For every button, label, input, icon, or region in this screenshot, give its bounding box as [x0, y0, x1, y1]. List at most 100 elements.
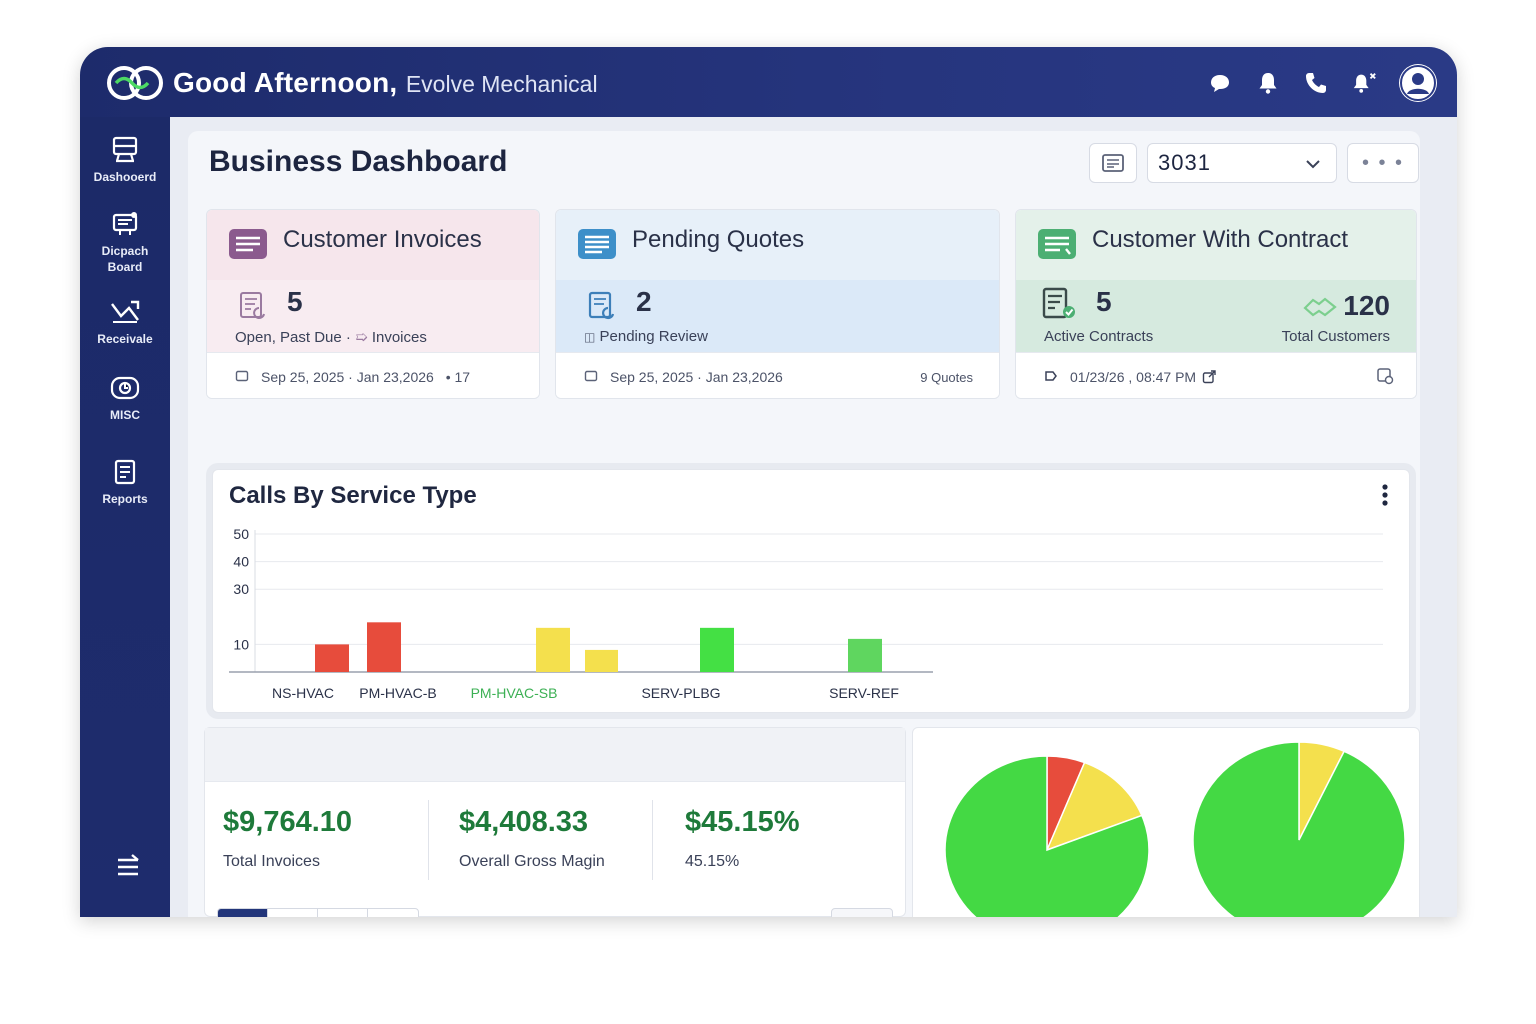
view-toggle-button[interactable] — [1089, 143, 1137, 183]
gross-margin-metric: $4,408.33 Overall Gross Magin — [459, 806, 605, 871]
bar-ns-hvac[interactable] — [315, 644, 349, 672]
previous-page-button[interactable]: < — [218, 909, 268, 917]
y-tick-label: 10 — [233, 636, 249, 652]
bar-serv-ref[interactable] — [848, 638, 882, 672]
pie-1-slice-3[interactable] — [944, 755, 1150, 917]
quote-document-icon — [586, 290, 620, 320]
chevron-down-icon — [1306, 160, 1320, 169]
sidebar-item-dashboard[interactable]: Dashooerd — [80, 135, 170, 185]
metric-label: Overall Gross Magin — [459, 853, 605, 870]
bar-chart-svg: 10 30 40 50 NS-HVAC PM-HVAC-B PM-HVAC-SB SERV-P… — [229, 526, 1383, 701]
calendar-icon — [584, 369, 598, 383]
app-window: Good Afternoon, Evolve Mechanical — [80, 47, 1457, 917]
list-view-icon — [1102, 154, 1124, 172]
customer-contract-card[interactable]: Customer With Contract 5 Active Contract… — [1015, 209, 1417, 399]
total-invoices-metric: $9,764.10 Total Invoices — [223, 806, 352, 871]
calendar-icon — [235, 369, 249, 383]
sidebar-item-dispatch-board[interactable]: Dicpach Board — [80, 209, 170, 275]
sidebar-item-reports[interactable]: Reports — [80, 457, 170, 507]
main-content: Business Dashboard 3031 • • • Customer I… — [188, 131, 1420, 917]
x-tick-label: PM-HVAC-B — [359, 685, 437, 701]
handshake-icon — [1303, 297, 1338, 317]
card-title: Customer Invoices — [283, 226, 482, 253]
page-1-button[interactable]: 1 — [268, 909, 318, 917]
bar-pm-hvac-sb[interactable] — [585, 649, 618, 672]
card-subtitle: Active Contracts — [1044, 328, 1154, 345]
pending-quote-count: 2 — [636, 286, 652, 317]
next-page-button[interactable]: > — [368, 909, 418, 917]
metric-value: $4,408.33 — [459, 806, 589, 838]
total-customers-label: Total Customers — [1281, 328, 1390, 345]
tag-icon — [1044, 369, 1058, 383]
y-tick-label: 40 — [233, 554, 249, 570]
card-body: 2 ◫ Pending Review — [556, 280, 999, 352]
misc-icon — [108, 373, 142, 403]
pending-quotes-card[interactable]: Pending Quotes 2 ◫ Pending Review Sep 25… — [555, 209, 1000, 399]
metric-value: $9,764.10 — [223, 806, 353, 838]
more-options-button[interactable]: • • • — [1347, 143, 1419, 183]
card-footer: 01/23/26 , 08:47 PM — [1016, 352, 1416, 398]
tag-icon: ➯ — [355, 329, 368, 346]
user-avatar-icon[interactable] — [1399, 64, 1437, 102]
quote-total: 9 Quotes — [920, 370, 973, 385]
x-tick-label: PM-HVAC-SB — [471, 685, 558, 701]
sidebar-item-label: Receivale — [97, 332, 153, 346]
open-invoice-count: 5 — [287, 286, 303, 317]
bar-serv-plbg[interactable] — [700, 627, 734, 672]
location-select[interactable]: 3031 — [1147, 143, 1337, 183]
kebab-menu-icon[interactable] — [1379, 482, 1391, 508]
pie-charts-panel — [912, 727, 1420, 917]
pagination: < 1 2 > — [217, 908, 419, 917]
collapse-menu-icon[interactable] — [114, 853, 142, 879]
more-options-button[interactable]: • • • — [831, 908, 893, 917]
company-name: Evolve Mechanical — [405, 71, 598, 97]
sidebar-item-label: Dicpach Board — [101, 244, 149, 274]
notification-bell-icon[interactable] — [1351, 70, 1377, 96]
timestamp: 01/23/26 , 08:47 PM — [1070, 369, 1216, 385]
date-range-text: Sep 25, 2025 · Jan 23,2026 — [610, 369, 783, 385]
sidebar-item-receivable[interactable]: Receivale — [80, 297, 170, 347]
x-tick-label: NS-HVAC — [272, 685, 334, 701]
y-tick-label: 50 — [233, 526, 249, 542]
sidebar: Dashooerd Dicpach Board Receivale MISC R… — [80, 117, 170, 917]
pie-charts-svg — [944, 741, 1406, 917]
sidebar-item-misc[interactable]: MISC — [80, 373, 170, 423]
active-contract-count: 5 — [1096, 286, 1112, 317]
metric-divider — [652, 800, 653, 880]
top-icons — [1207, 64, 1437, 102]
invoice-document-icon — [237, 290, 271, 320]
metrics-header — [205, 728, 905, 782]
greeting-text: Good Afternoon, — [173, 67, 398, 98]
pie-2-slice-2[interactable] — [1192, 741, 1406, 917]
chart-title: Calls By Service Type — [229, 482, 477, 509]
dispatch-board-icon — [108, 209, 142, 239]
page-2-button[interactable]: 2 — [318, 909, 368, 917]
total-customers-count: 120 — [1343, 290, 1390, 321]
card-footer: Sep 25, 2025 · Jan 23,2026 9 Quotes — [556, 352, 999, 398]
sidebar-item-label: MISC — [110, 408, 140, 422]
card-title: Customer With Contract — [1092, 226, 1349, 253]
bar-pm-hvac-b[interactable] — [367, 622, 401, 672]
bar-pm-hvac-sb[interactable] — [536, 627, 570, 672]
history-icon[interactable] — [1376, 367, 1394, 390]
location-select-value: 3031 — [1158, 150, 1211, 175]
greeting: Good Afternoon, Evolve Mechanical — [173, 67, 598, 99]
page-title: Business Dashboard — [209, 145, 508, 178]
financial-metrics-panel: $9,764.10 Total Invoices $4,408.33 Overa… — [204, 727, 906, 917]
card-body: 5 Active Contracts 120 Total Customers — [1016, 280, 1416, 352]
sidebar-item-label: Reports — [102, 492, 148, 506]
margin-percent-metric: $45.15% 45.15% — [685, 806, 800, 871]
card-title: Pending Quotes — [632, 226, 805, 253]
bell-icon[interactable] — [1255, 70, 1281, 96]
customer-invoices-card[interactable]: Customer Invoices 5 Open, Past Due · ➯ I… — [206, 209, 540, 399]
external-link-icon[interactable] — [1202, 370, 1216, 384]
dashboard-icon — [108, 135, 142, 165]
pie-1-slice-2[interactable] — [1045, 761, 1143, 852]
card-footer: Sep 25, 2025 · Jan 23,2026 • 17 — [207, 352, 539, 398]
sidebar-item-label: Dashooerd — [93, 170, 157, 184]
chat-icon[interactable] — [1207, 70, 1233, 96]
metric-label: Total Invoices — [223, 853, 320, 870]
card-subtitle-text: Pending Review — [599, 328, 708, 345]
x-tick-label: SERV-PLBG — [641, 685, 720, 701]
phone-icon[interactable] — [1303, 70, 1329, 96]
